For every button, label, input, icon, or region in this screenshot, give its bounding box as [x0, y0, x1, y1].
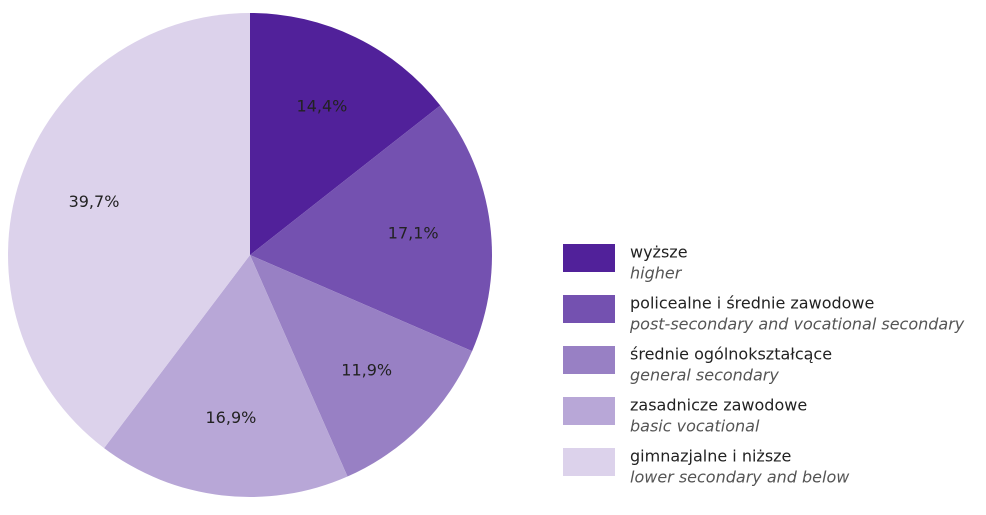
legend-label: wyższe — [630, 243, 688, 262]
legend-translation: higher — [630, 264, 683, 283]
legend-swatch — [563, 346, 615, 374]
pie-slice — [250, 13, 441, 255]
pie-slice — [250, 255, 473, 477]
legend-swatch — [563, 295, 615, 323]
pie-slice — [250, 105, 492, 352]
legend-swatch — [563, 397, 615, 425]
pie-slice — [8, 13, 251, 449]
legend-translation: post-secondary and vocational secondary — [629, 315, 965, 334]
slice-label: 14,4% — [297, 96, 348, 115]
legend-label: policealne i średnie zawodowe — [630, 294, 874, 313]
legend-swatch — [563, 244, 615, 272]
slice-label: 17,1% — [388, 223, 439, 242]
legend-translation: general secondary — [630, 366, 779, 385]
slice-label: 11,9% — [341, 360, 392, 379]
legend-label: średnie ogólnokształcące — [630, 345, 832, 364]
pie-slice — [104, 255, 348, 497]
legend-swatch — [563, 448, 615, 476]
slice-label: 39,7% — [69, 192, 120, 211]
legend-label: gimnazjalne i niższe — [630, 447, 791, 466]
legend-translation: lower secondary and below — [630, 468, 850, 487]
slice-label: 16,9% — [206, 408, 257, 427]
legend-translation: basic vocational — [630, 417, 760, 436]
legend-label: zasadnicze zawodowe — [630, 396, 807, 415]
